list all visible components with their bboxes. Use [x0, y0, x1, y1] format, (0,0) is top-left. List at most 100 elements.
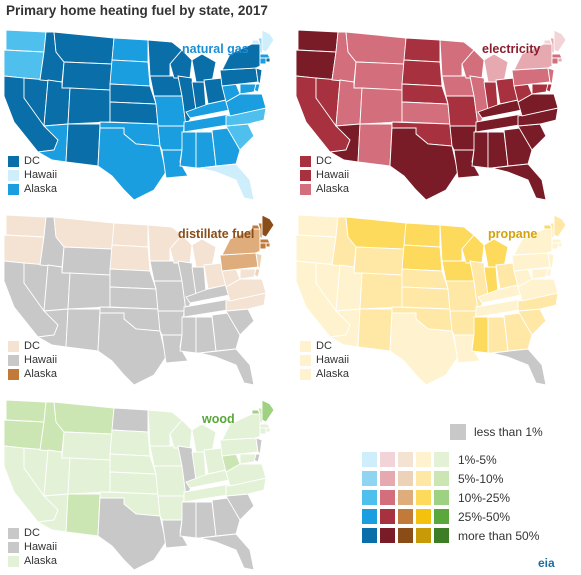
state-or [3, 49, 45, 81]
state-nh [257, 37, 263, 56]
state-ne [109, 268, 157, 290]
swatch [8, 340, 19, 352]
legend-label-alaska: Alaska [24, 368, 58, 380]
state-me [261, 399, 275, 423]
state-tx [389, 127, 459, 201]
state-ks [109, 101, 159, 125]
swatch [300, 354, 311, 366]
state-tx [97, 497, 167, 571]
legend-bin-swatch [434, 509, 449, 524]
state-ma [259, 53, 271, 59]
state-ms [179, 316, 197, 354]
swatch [8, 541, 19, 553]
distillate-fuel-label: distillate fuel [178, 227, 255, 241]
natural-gas-legend: DC Hawaii Alaska [8, 154, 57, 196]
legend-bin-swatch [362, 452, 377, 467]
legend-row-hawaii: Hawaii [8, 168, 57, 182]
state-me [261, 29, 275, 53]
state-wa [5, 214, 47, 238]
state-fl [491, 163, 547, 201]
state-nm [65, 123, 101, 167]
legend-bin-swatch [416, 452, 431, 467]
electricity-legend: DC Hawaii Alaska [300, 154, 349, 196]
swatch [300, 368, 311, 380]
state-md [239, 268, 257, 280]
color-scale-legend: less than 1% 1%-5% 5%-10% 10%-25% 25%-50% mo… [362, 424, 577, 554]
state-co [359, 87, 403, 125]
propane-legend: DC Hawaii Alaska [300, 339, 349, 381]
state-ms [179, 131, 197, 169]
legend-label-alaska: Alaska [316, 368, 350, 380]
state-nh [549, 37, 555, 56]
state-ia [149, 445, 183, 467]
state-ne [401, 268, 449, 290]
electricity-map [295, 29, 567, 201]
state-ri [265, 427, 271, 433]
state-nh [257, 407, 263, 426]
swatch [8, 527, 19, 539]
state-ks [401, 101, 451, 125]
state-wa [297, 214, 339, 238]
state-ar [157, 495, 185, 521]
state-sd [401, 244, 443, 272]
state-co [67, 457, 111, 495]
legend-bin-swatch [398, 471, 413, 486]
legend-row-alaska: Alaska [8, 182, 57, 196]
legend-row-hawaii: Hawaii [8, 353, 57, 367]
eia-logo: eia [538, 556, 555, 570]
state-mo [445, 95, 479, 127]
legend-none-row: less than 1% [450, 424, 543, 440]
legend-row-hawaii: Hawaii [300, 353, 349, 367]
legend-bin-swatch [434, 490, 449, 505]
state-ar [449, 125, 477, 151]
state-nd [403, 222, 441, 248]
state-mo [153, 280, 187, 312]
state-la [161, 519, 189, 549]
state-ia [149, 260, 183, 282]
state-pa [219, 252, 259, 272]
legend-bin-swatch [416, 509, 431, 524]
legend-row-dc: DC [8, 154, 57, 168]
natural-gas-label: natural gas [182, 42, 249, 56]
state-ri [557, 242, 563, 248]
state-ks [109, 286, 159, 310]
natural-gas-map [3, 29, 275, 201]
state-mi [483, 238, 509, 268]
state-fl [199, 348, 255, 386]
state-ia [441, 260, 475, 282]
state-wa [5, 399, 47, 423]
wood-label: wood [202, 412, 235, 426]
distillate-fuel-map [3, 214, 275, 386]
state-ar [449, 310, 477, 336]
swatch [300, 183, 311, 195]
legend-label-hawaii: Hawaii [24, 169, 58, 181]
swatch [8, 354, 19, 366]
legend-label-hawaii: Hawaii [316, 354, 350, 366]
legend-label-dc: DC [316, 155, 332, 167]
state-mt [53, 216, 115, 250]
legend-row-alaska: Alaska [300, 367, 349, 381]
chart-title: Primary home heating fuel by state, 2017 [6, 3, 268, 18]
state-pa [219, 437, 259, 457]
state-wy [61, 246, 113, 276]
legend-bin-swatch [362, 471, 377, 486]
state-tx [97, 127, 167, 201]
legend-bin-swatch [398, 528, 413, 543]
legend-bin-swatch [398, 490, 413, 505]
legend-row-alaska: Alaska [300, 182, 349, 196]
legend-row-dc: DC [8, 339, 57, 353]
state-la [453, 149, 481, 179]
legend-label-hawaii: Hawaii [316, 169, 350, 181]
state-sd [109, 244, 151, 272]
state-mt [345, 31, 407, 65]
state-mt [53, 31, 115, 65]
distillate-fuel-panel: distillate fuel DC Hawaii Alaska [3, 214, 284, 390]
state-ia [149, 75, 183, 97]
state-or [3, 419, 45, 451]
state-pa [219, 67, 259, 87]
state-nm [357, 123, 393, 167]
state-me [261, 214, 275, 238]
state-ct [551, 242, 559, 250]
state-mo [153, 465, 187, 497]
legend-bin-label: 10%-25% [458, 490, 511, 505]
